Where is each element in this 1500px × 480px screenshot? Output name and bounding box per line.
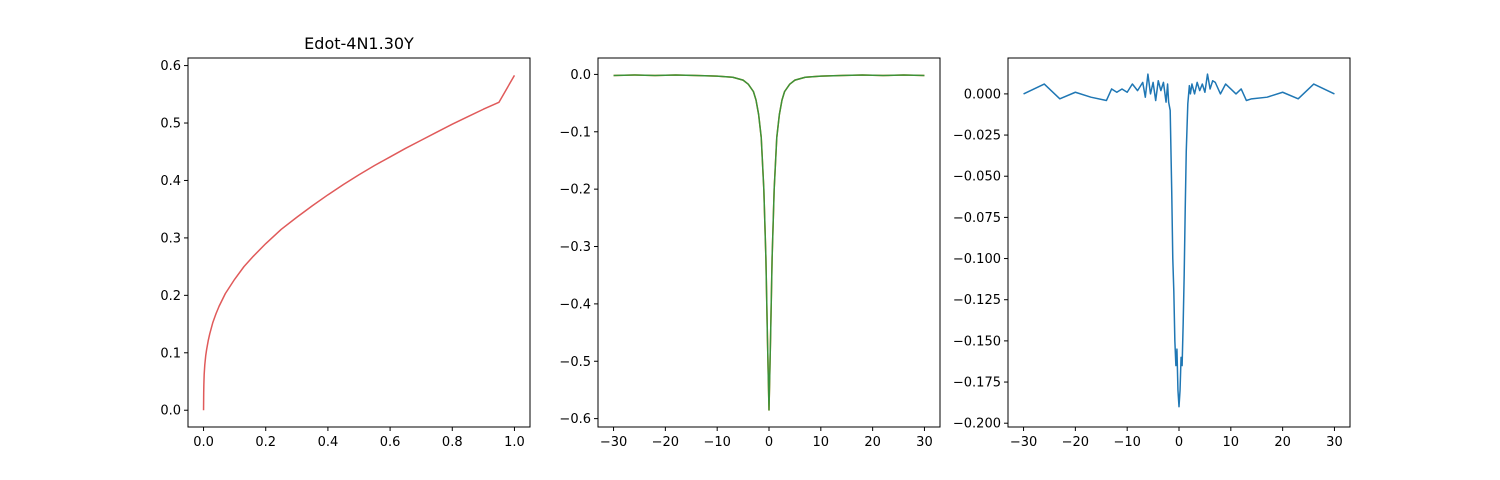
y-tick-label: −0.050 — [953, 170, 1001, 185]
chart-title: Edot-4N1.30Y — [304, 34, 414, 53]
y-tick-label: 0.2 — [160, 289, 181, 304]
y-tick-label: 0.3 — [160, 231, 181, 246]
y-tick-label: −0.175 — [953, 376, 1001, 391]
y-tick-label: −0.100 — [953, 252, 1001, 267]
y-tick-label: 0.0 — [160, 404, 181, 419]
x-tick-label: 10 — [813, 435, 830, 450]
x-tick-label: 0.4 — [318, 435, 339, 450]
x-tick-label: −30 — [600, 435, 627, 450]
x-tick-label: 0.6 — [380, 435, 401, 450]
y-tick-label: −0.2 — [559, 183, 591, 198]
x-tick-label: −30 — [1010, 435, 1037, 450]
y-tick-label: −0.5 — [559, 355, 591, 370]
x-tick-label: 0 — [765, 435, 773, 450]
x-tick-label: 20 — [864, 435, 881, 450]
x-tick-label: −10 — [703, 435, 730, 450]
x-tick-label: −20 — [1062, 435, 1089, 450]
x-tick-label: −10 — [1113, 435, 1140, 450]
y-tick-label: −0.200 — [953, 417, 1001, 432]
x-tick-label: 0.2 — [255, 435, 276, 450]
series-line-1 — [202, 74, 516, 411]
x-tick-label: 30 — [916, 435, 933, 450]
y-tick-label: 0.6 — [160, 59, 181, 74]
y-tick-label: 0.000 — [964, 87, 1001, 102]
series-line-1 — [1023, 73, 1335, 408]
x-tick-label: −20 — [652, 435, 679, 450]
subplot-1: 0.0 0.2 0.4 0.6 0.8 1.0 0.0 0.1 0.2 0.3 0.4 0.5 0.6 E… — [160, 34, 531, 450]
x-tick-label: 20 — [1274, 435, 1291, 450]
y-tick-label: −0.150 — [953, 334, 1001, 349]
x-tick-label: 0.8 — [442, 435, 463, 450]
subplot-3: −30 −20 −10 0 10 20 30 0.000 −0.025 −0.050 −0.075 −… — [953, 57, 1351, 450]
y-tick-label: −0.1 — [559, 125, 591, 140]
series-line-2 — [613, 74, 925, 411]
x-tick-label: 10 — [1223, 435, 1240, 450]
y-tick-label: 0.1 — [160, 346, 181, 361]
subplots: 0.0 0.2 0.4 0.6 0.8 1.0 0.0 0.1 0.2 0.3 0.4 0.5 0.6 E… — [160, 34, 1351, 450]
y-tick-label: 0.4 — [160, 174, 181, 189]
x-tick-label: 1.0 — [504, 435, 525, 450]
x-tick-label: 30 — [1326, 435, 1343, 450]
axes-frame — [187, 57, 531, 428]
y-tick-label: −0.4 — [559, 297, 591, 312]
y-tick-label: −0.3 — [559, 240, 591, 255]
y-tick-label: −0.6 — [559, 412, 591, 427]
y-tick-label: −0.025 — [953, 129, 1001, 144]
y-tick-label: 0.0 — [570, 68, 591, 83]
x-tick-label: 0.0 — [193, 435, 214, 450]
y-tick-label: −0.125 — [953, 293, 1001, 308]
y-tick-label: −0.075 — [953, 211, 1001, 226]
subplot-2: −30 −20 −10 0 10 20 30 0.0 −0.1 −0.2 −0.3 −0.4 −0.5 −… — [559, 57, 941, 450]
y-tick-label: 0.5 — [160, 117, 181, 132]
x-tick-label: 0 — [1175, 435, 1183, 450]
